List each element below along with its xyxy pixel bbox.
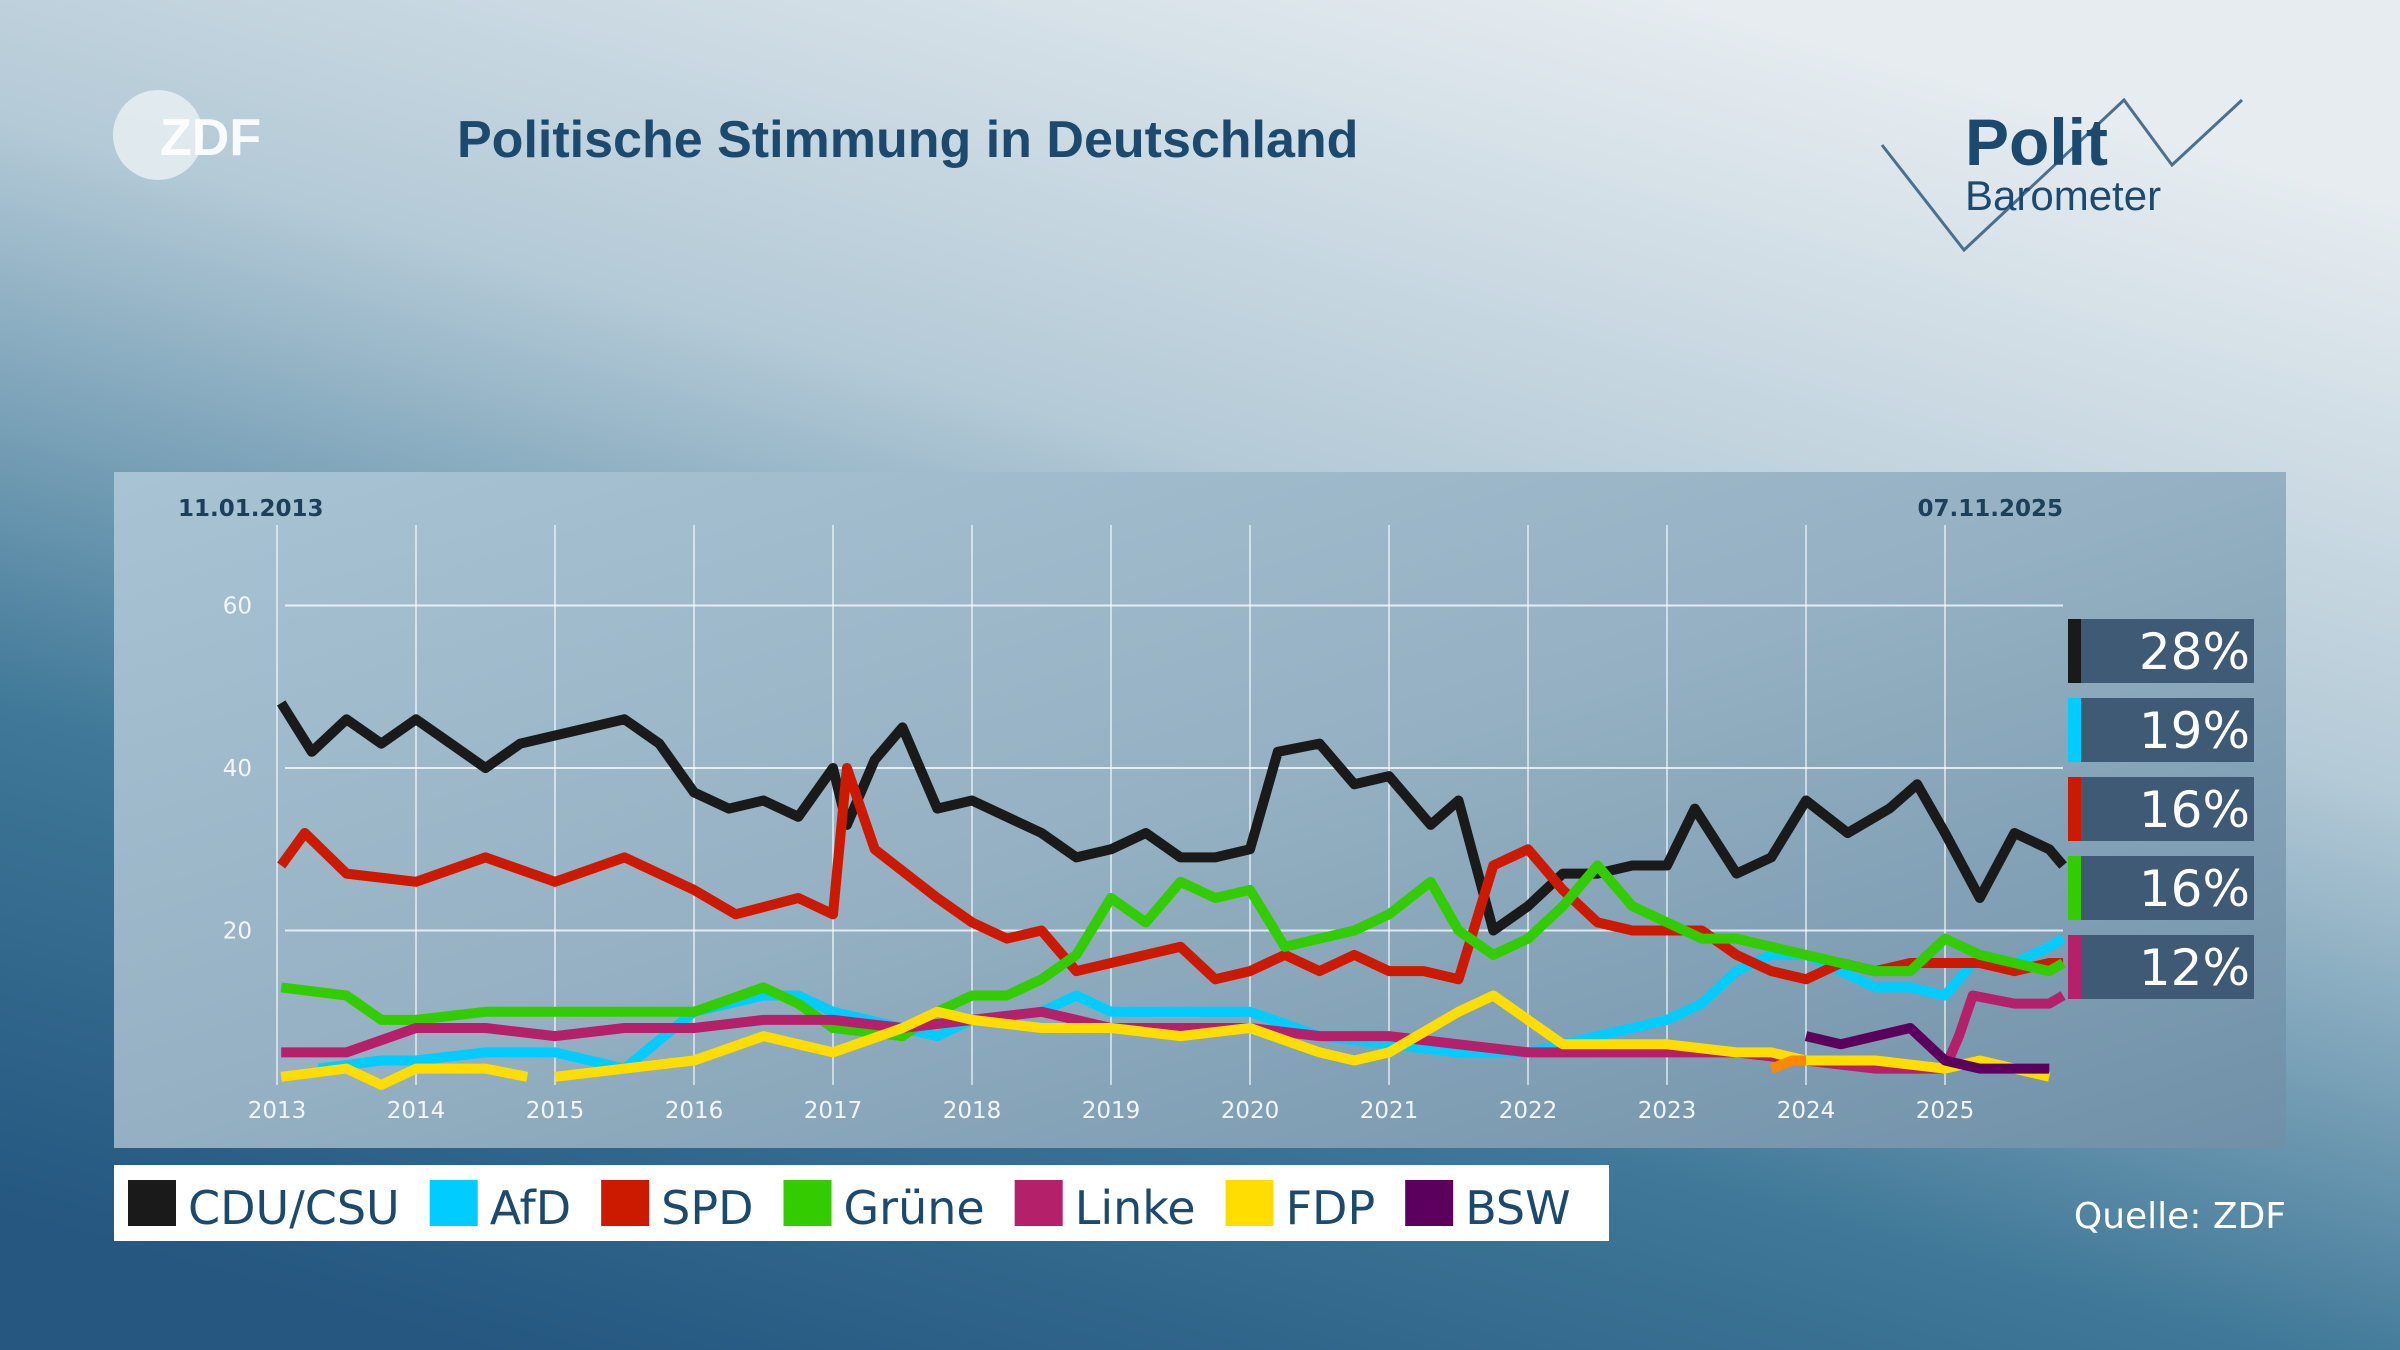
zdf-logo: ZDF xyxy=(113,90,261,180)
series-line-cdu-csu xyxy=(276,700,2067,936)
legend-swatch xyxy=(1405,1180,1454,1226)
x-tick-label: 2013 xyxy=(248,1098,307,1124)
x-tick-label: 2014 xyxy=(387,1098,446,1124)
legend-swatch xyxy=(429,1180,478,1226)
legend-swatch xyxy=(1014,1180,1063,1226)
x-tick-label: 2019 xyxy=(1082,1098,1141,1124)
x-tick-label: 2025 xyxy=(1916,1098,1975,1124)
value-badge-spd: 16% xyxy=(2068,777,2254,841)
value-badge-cdu-csu: 28% xyxy=(2068,619,2254,683)
y-tick-label: 20 xyxy=(223,919,252,945)
politbarometer-logo: Polit Barometer xyxy=(1880,97,2244,253)
y-tick-label: 40 xyxy=(223,756,252,782)
badge-color-marker xyxy=(2068,935,2081,999)
legend-item-afd: AfD xyxy=(429,1180,571,1235)
x-tick-label: 2016 xyxy=(665,1098,724,1124)
legend-swatch xyxy=(601,1180,650,1226)
value-badge-gr-ne: 16% xyxy=(2068,856,2254,920)
badge-color-marker xyxy=(2068,856,2081,920)
series-lines xyxy=(276,700,2067,1090)
legend-swatch xyxy=(128,1180,176,1226)
x-tick-label: 2021 xyxy=(1360,1098,1419,1124)
legend-item-cdu-csu: CDU/CSU xyxy=(128,1180,400,1235)
source-label: Quelle: ZDF xyxy=(2074,1196,2286,1237)
legend-swatch xyxy=(1225,1180,1274,1226)
badge-value: 16% xyxy=(2139,860,2250,918)
legend-label: Grüne xyxy=(844,1181,985,1235)
series-line-other xyxy=(1769,1055,1806,1074)
badge-value: 16% xyxy=(2139,781,2250,839)
badge-color-marker xyxy=(2068,777,2081,841)
series-line-spd xyxy=(277,763,2064,985)
legend-item-bsw: BSW xyxy=(1405,1180,1571,1235)
series-line-gr-ne xyxy=(280,860,2066,1042)
x-tick-label: 2020 xyxy=(1221,1098,1280,1124)
value-badge-linke: 12% xyxy=(2068,935,2254,999)
end-date: 07.11.2025 xyxy=(1917,496,2063,522)
legend-item-spd: SPD xyxy=(601,1180,754,1235)
x-tick-label: 2022 xyxy=(1499,1098,1558,1124)
legend-label: FDP xyxy=(1286,1181,1376,1235)
x-tick-label: 2023 xyxy=(1638,1098,1697,1124)
value-badge-afd: 19% xyxy=(2068,698,2254,762)
x-tick-label: 2017 xyxy=(804,1098,863,1124)
legend-label: Linke xyxy=(1075,1181,1196,1235)
legend-label: AfD xyxy=(490,1181,571,1235)
badge-color-marker xyxy=(2068,698,2081,762)
legend-label: BSW xyxy=(1465,1181,1570,1235)
legend-item-fdp: FDP xyxy=(1225,1180,1376,1235)
badge-background xyxy=(2080,856,2254,920)
x-tick-label: 2024 xyxy=(1777,1098,1836,1124)
x-tick-label: 2015 xyxy=(526,1098,585,1124)
chart-panel xyxy=(114,472,2286,1148)
legend-swatch xyxy=(783,1180,832,1226)
x-tick-label: 2018 xyxy=(943,1098,1002,1124)
badge-color-marker xyxy=(2068,619,2081,683)
legend-item-gr-ne: Grüne xyxy=(783,1180,985,1235)
badge-background xyxy=(2080,619,2254,683)
badge-value: 28% xyxy=(2139,623,2250,681)
x-axis-labels: 2013 2014 2015 2016 2017 2018 2019 2020 2021 2022… xyxy=(248,1098,1975,1124)
badge-background xyxy=(2080,698,2254,762)
badge-background xyxy=(2080,777,2254,841)
badge-background xyxy=(2080,935,2254,999)
legend-box xyxy=(114,1165,1609,1241)
series-line-fdp xyxy=(280,990,2051,1090)
current-value-badges: 28% 19% 16% 16% 12% xyxy=(2068,619,2254,999)
start-date: 11.01.2013 xyxy=(178,496,324,522)
legend-item-linke: Linke xyxy=(1014,1180,1196,1235)
svg-text:ZDF: ZDF xyxy=(160,109,261,167)
page-title: Politische Stimmung in Deutschland xyxy=(457,111,1358,169)
svg-text:Barometer: Barometer xyxy=(1965,172,2161,219)
badge-value: 12% xyxy=(2139,939,2250,997)
legend-label: CDU/CSU xyxy=(188,1181,400,1235)
badge-value: 19% xyxy=(2139,702,2250,760)
legend: CDU/CSU AfD SPD Grüne Linke FDP BSW xyxy=(128,1180,1571,1235)
series-line-bsw xyxy=(1804,1023,2050,1074)
y-axis-labels: 20 40 60 xyxy=(223,594,252,945)
legend-label: SPD xyxy=(661,1181,753,1235)
y-tick-label: 60 xyxy=(223,594,252,620)
svg-text:Polit: Polit xyxy=(1965,105,2108,179)
